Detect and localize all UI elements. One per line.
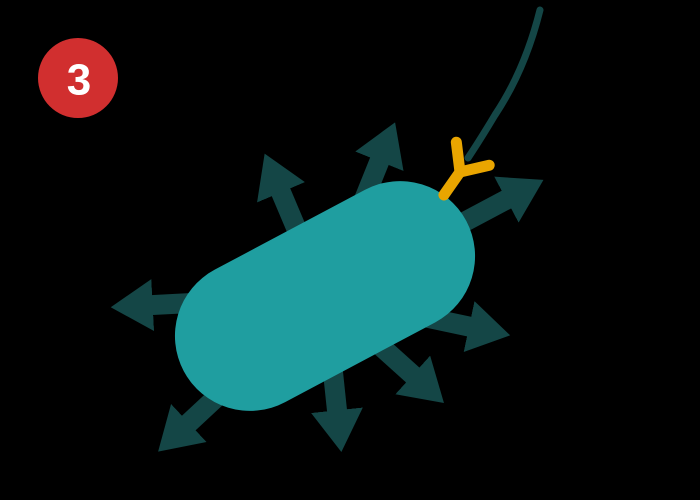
diagram-canvas: 3 <box>0 0 700 500</box>
step-badge: 3 <box>38 38 118 118</box>
antibody-probe <box>427 10 540 206</box>
step-badge-label: 3 <box>67 56 90 105</box>
antibody-tether <box>468 10 540 158</box>
